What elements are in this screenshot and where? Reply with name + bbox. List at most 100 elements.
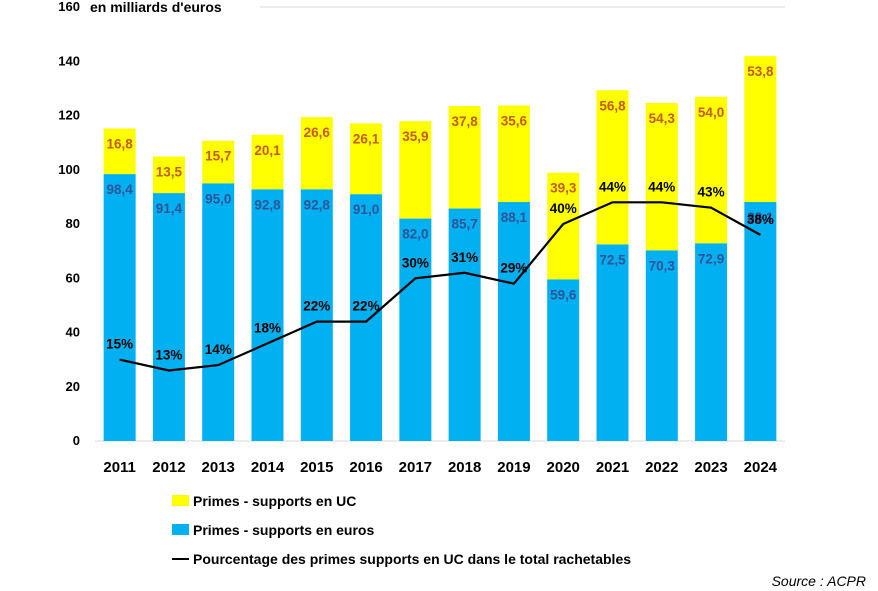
- bar-euros: [251, 189, 284, 441]
- bar-uc: [300, 117, 333, 190]
- data-label-euros: 70,3: [649, 258, 676, 273]
- bar-uc: [744, 56, 777, 203]
- bar-uc: [547, 172, 580, 280]
- bar-euros: [744, 202, 777, 441]
- legend-item-uc: Primes - supports en UC: [172, 486, 631, 515]
- percentage-label: 13%: [155, 347, 182, 362]
- data-label-euros: 88,1: [501, 210, 528, 225]
- label-layer: 98,4 16,8 91,4 13,5 95,0 15,7 92,8 20,1 92,8 26,6…: [106, 64, 774, 362]
- x-tick-label: 2023: [694, 459, 727, 476]
- percentage-label: 40%: [550, 201, 577, 216]
- y-tick-label: 80: [66, 216, 80, 231]
- percentage-label: 22%: [303, 299, 330, 314]
- data-label-euros: 88,1: [747, 210, 774, 225]
- y-tick-label: 40: [66, 325, 80, 340]
- data-label-uc: 26,6: [304, 125, 331, 140]
- source-note: Source : ACPR: [771, 573, 866, 589]
- bar-uc: [152, 156, 185, 194]
- legend: Primes - supports en UC Primes - support…: [172, 486, 631, 573]
- x-tick-label: 2021: [596, 459, 629, 476]
- bar-uc: [596, 90, 629, 245]
- x-tick-label: 2017: [399, 459, 432, 476]
- data-label-uc: 20,1: [254, 143, 281, 158]
- axis-layer: 0 20 40 60 80 100 120 140 160 en milliards d'euro…: [58, 0, 785, 476]
- bar-euros: [202, 183, 235, 441]
- bar-uc: [350, 123, 383, 195]
- bar-uc: [103, 128, 136, 175]
- y-tick-label: 120: [58, 108, 80, 123]
- bar-uc: [695, 96, 728, 244]
- data-label-euros: 72,9: [698, 251, 724, 266]
- legend-swatch-uc: [172, 495, 189, 506]
- bar-layer: [103, 56, 777, 441]
- data-label-uc: 26,1: [353, 131, 380, 146]
- percentage-label: 18%: [254, 320, 281, 335]
- bar-euros: [695, 243, 728, 441]
- data-label-euros: 95,0: [205, 191, 231, 206]
- data-label-euros: 91,4: [156, 201, 183, 216]
- percentage-label: 38%: [747, 212, 774, 227]
- bar-uc: [399, 121, 432, 219]
- y-tick-label: 100: [58, 162, 80, 177]
- line-layer: [119, 201, 761, 372]
- data-label-euros: 91,0: [353, 202, 379, 217]
- data-label-uc: 35,9: [402, 129, 428, 144]
- data-label-uc: 56,8: [599, 98, 626, 113]
- x-tick-label: 2014: [251, 459, 285, 476]
- x-tick-label: 2011: [103, 459, 136, 476]
- y-tick-label: 160: [58, 0, 80, 14]
- bar-euros: [300, 189, 333, 441]
- x-tick-label: 2012: [152, 459, 185, 476]
- bar-euros: [448, 208, 481, 441]
- percentage-label: 44%: [599, 179, 626, 194]
- data-label-uc: 54,0: [698, 105, 724, 120]
- data-label-uc: 35,6: [501, 113, 528, 128]
- bar-euros: [596, 244, 629, 441]
- bar-uc: [448, 106, 481, 209]
- y-tick-label: 20: [66, 379, 80, 394]
- data-label-euros: 98,4: [107, 182, 134, 197]
- x-tick-label: 2020: [547, 459, 580, 476]
- percentage-label: 29%: [500, 261, 527, 276]
- percentage-line: [119, 201, 761, 372]
- data-label-uc: 39,3: [550, 181, 577, 196]
- data-label-euros: 92,8: [254, 197, 281, 212]
- legend-item-euros: Primes - supports en euros: [172, 515, 631, 544]
- bar-uc: [645, 103, 678, 251]
- x-tick-label: 2022: [645, 459, 678, 476]
- data-label-uc: 13,5: [156, 164, 183, 179]
- data-label-uc: 15,7: [205, 149, 231, 164]
- data-label-euros: 59,6: [550, 287, 577, 302]
- data-label-uc: 53,8: [747, 64, 774, 79]
- bar-euros: [350, 194, 383, 441]
- legend-label-uc: Primes - supports en UC: [193, 492, 357, 509]
- chart: 0 20 40 60 80 100 120 140 160 en milliards d'euro…: [58, 0, 785, 476]
- x-tick-label: 2013: [202, 459, 235, 476]
- legend-label-line: Pourcentage des primes supports en UC da…: [193, 550, 632, 567]
- x-tick-label: 2016: [349, 459, 382, 476]
- bar-euros: [152, 193, 185, 441]
- legend-swatch-line: [172, 557, 189, 560]
- percentage-label: 31%: [451, 250, 478, 265]
- y-axis-unit-label: en milliards d'euros: [90, 0, 222, 15]
- data-label-uc: 37,8: [452, 114, 479, 129]
- data-label-euros: 82,0: [402, 227, 428, 242]
- percentage-label: 22%: [353, 299, 380, 314]
- legend-label-euros: Primes - supports en euros: [193, 521, 375, 538]
- bar-euros: [103, 174, 136, 441]
- bar-euros: [399, 218, 432, 441]
- data-label-euros: 72,5: [599, 252, 626, 267]
- data-label-uc: 16,8: [107, 137, 134, 152]
- percentage-label: 43%: [698, 185, 725, 200]
- legend-swatch-euros: [172, 524, 189, 535]
- bar-euros: [547, 279, 580, 441]
- bar-uc: [251, 134, 284, 190]
- bar-euros: [645, 250, 678, 441]
- x-tick-label: 2018: [448, 459, 481, 476]
- x-tick-label: 2019: [497, 459, 530, 476]
- legend-item-line: Pourcentage des primes supports en UC da…: [172, 544, 631, 573]
- bar-euros: [497, 202, 530, 441]
- bar-uc: [497, 105, 530, 203]
- bar-uc: [202, 140, 235, 184]
- percentage-label: 30%: [402, 255, 429, 270]
